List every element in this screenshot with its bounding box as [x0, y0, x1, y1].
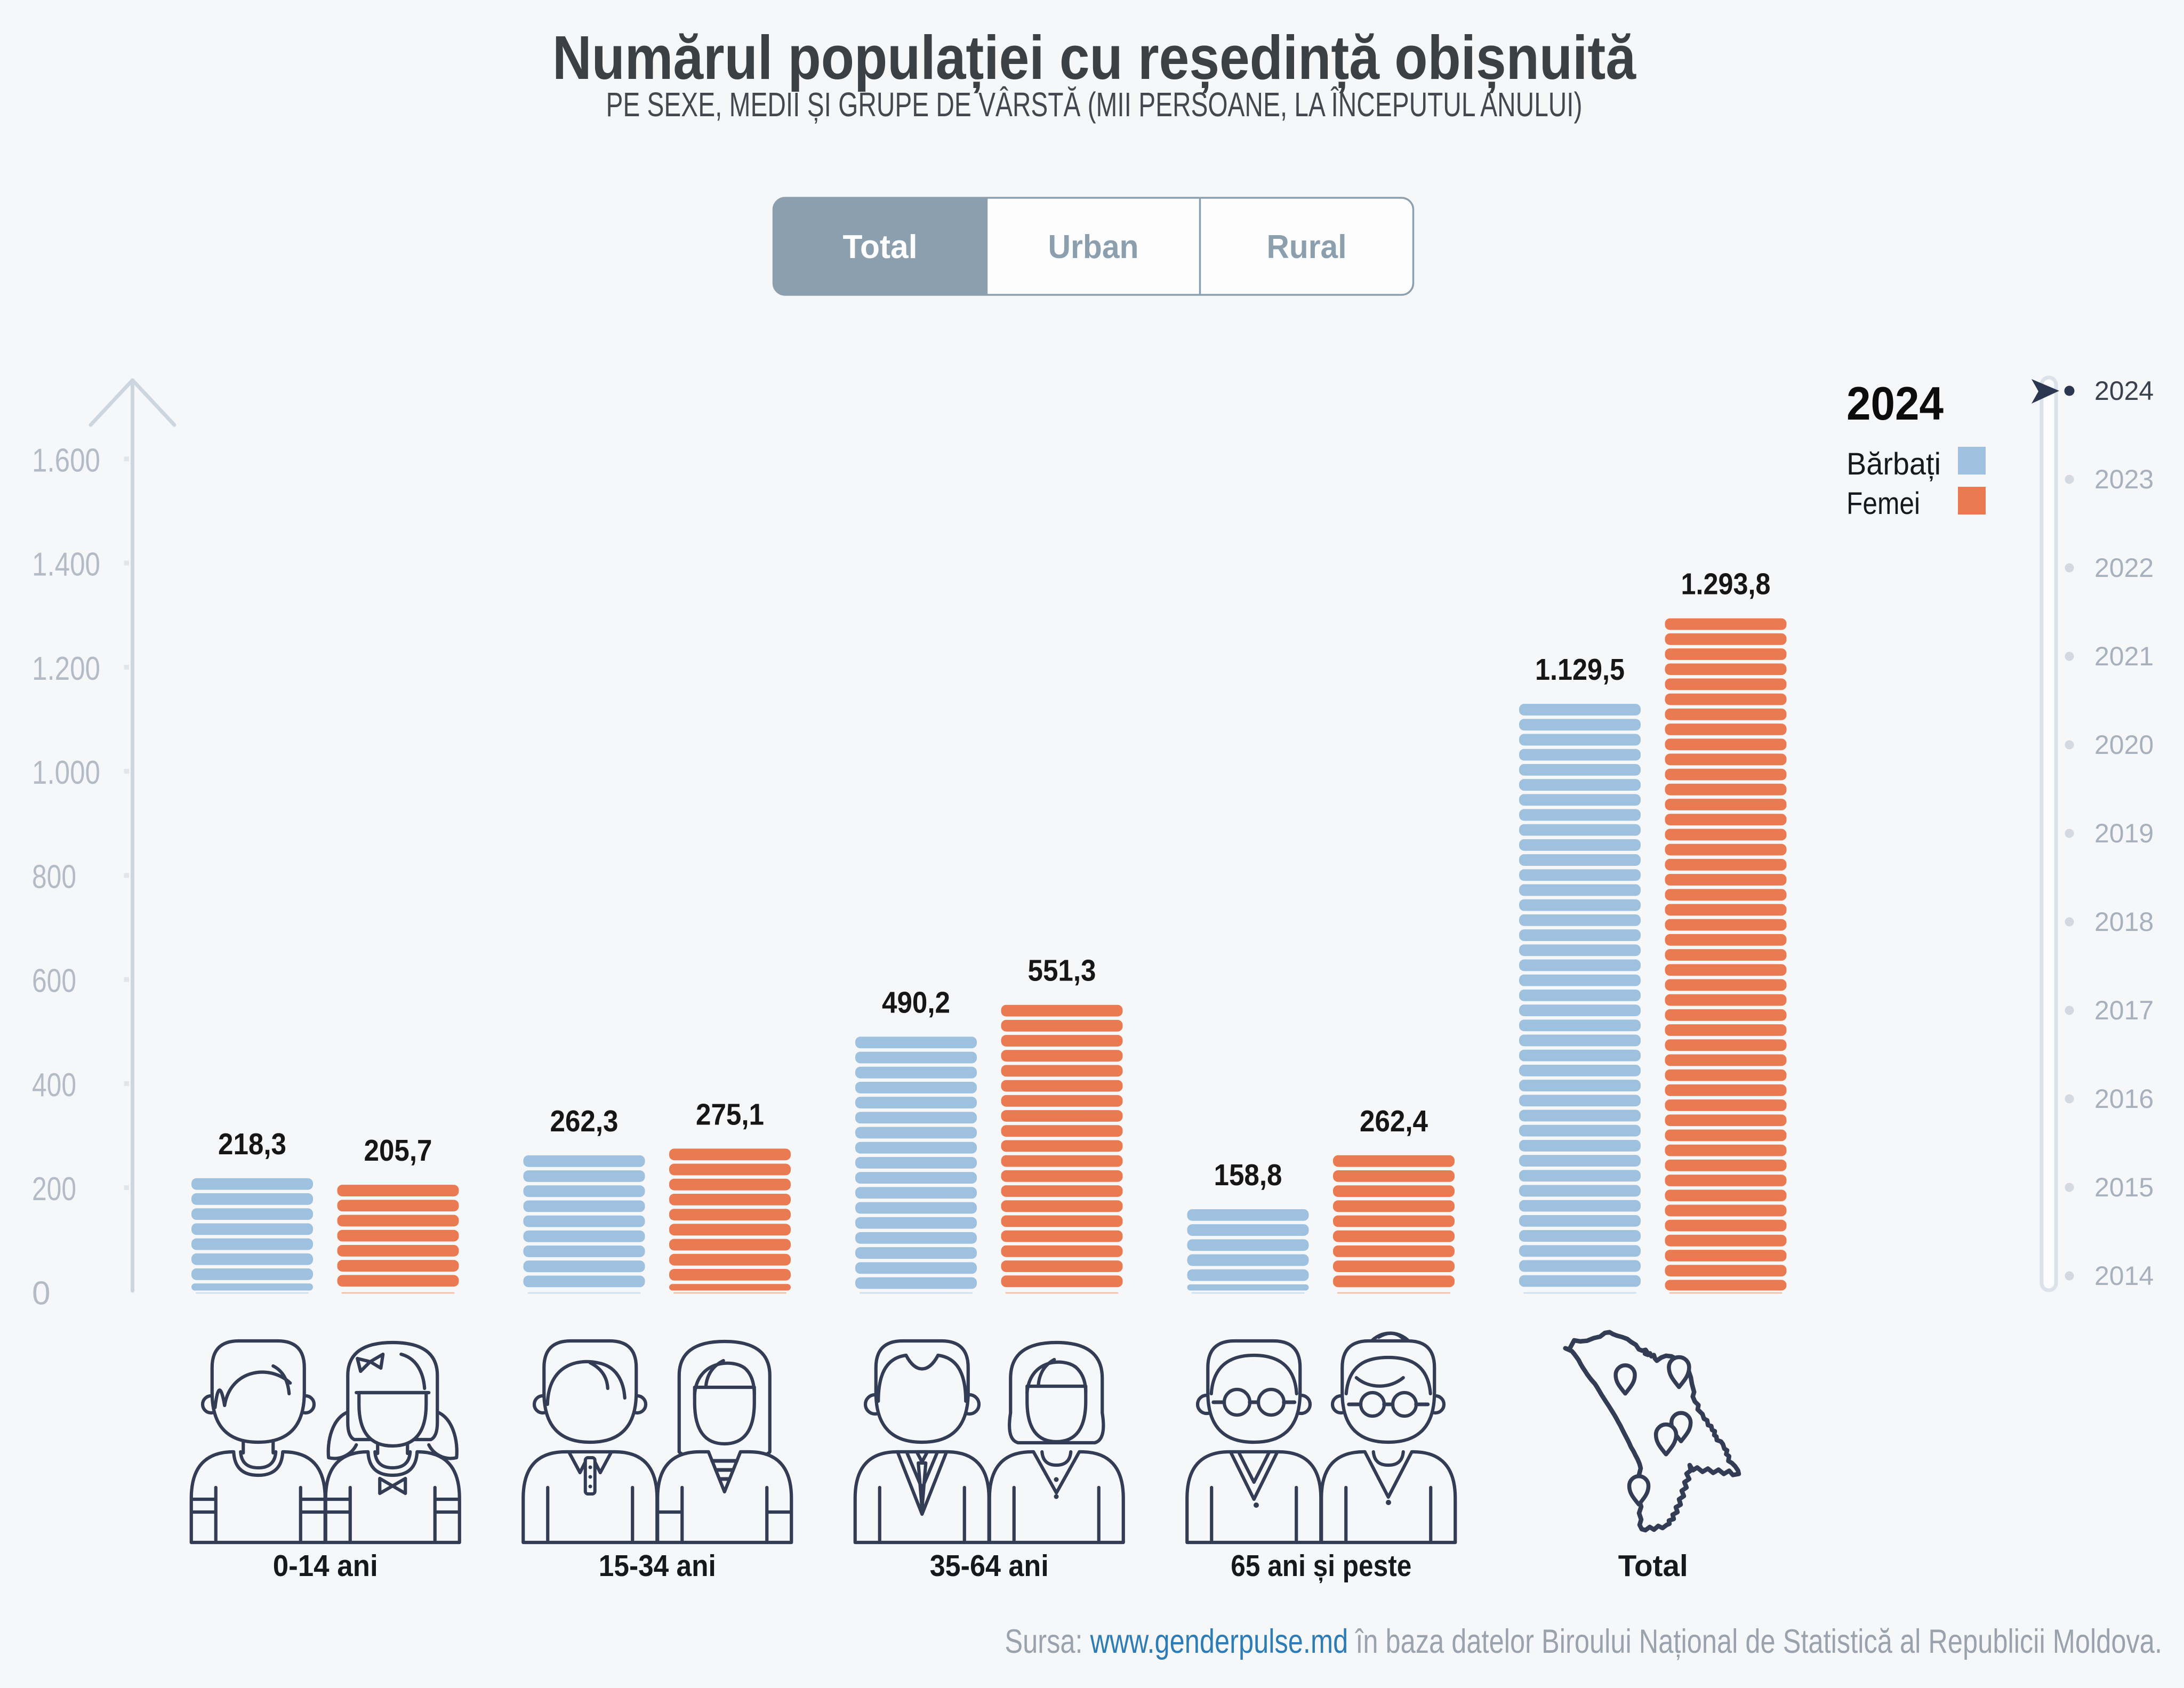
svg-text:2018: 2018 — [2094, 907, 2154, 937]
svg-text:800: 800 — [32, 858, 76, 895]
svg-text:205,7: 205,7 — [364, 1134, 432, 1168]
svg-text:PE SEXE, MEDII ȘI GRUPE DE VÂR: PE SEXE, MEDII ȘI GRUPE DE VÂRSTĂ (MII P… — [606, 85, 1583, 124]
svg-text:0-14 ani: 0-14 ani — [273, 1549, 378, 1583]
svg-text:Urban: Urban — [1048, 229, 1139, 266]
svg-text:1.293,8: 1.293,8 — [1681, 567, 1771, 601]
svg-text:Bărbați: Bărbați — [1846, 447, 1941, 481]
svg-text:Sursa: www.genderpulse.md în b: Sursa: www.genderpulse.md în baza datelo… — [1005, 1623, 2162, 1661]
svg-text:1.129,5: 1.129,5 — [1535, 653, 1625, 687]
svg-text:0: 0 — [32, 1275, 50, 1312]
svg-text:551,3: 551,3 — [1028, 954, 1096, 988]
svg-text:2023: 2023 — [2094, 464, 2154, 494]
svg-text:158,8: 158,8 — [1214, 1158, 1282, 1192]
svg-text:2020: 2020 — [2094, 730, 2154, 760]
svg-text:2017: 2017 — [2094, 995, 2154, 1025]
svg-text:2024: 2024 — [2094, 376, 2154, 406]
svg-text:1.600: 1.600 — [32, 442, 100, 479]
svg-text:600: 600 — [32, 963, 76, 1000]
svg-text:2021: 2021 — [2094, 641, 2154, 671]
svg-text:2024: 2024 — [1846, 377, 1944, 430]
svg-text:490,2: 490,2 — [882, 985, 950, 1019]
svg-text:15-34 ani: 15-34 ani — [599, 1549, 716, 1583]
svg-text:2016: 2016 — [2094, 1084, 2154, 1114]
svg-text:35-64 ani: 35-64 ani — [930, 1549, 1049, 1583]
svg-text:1.200: 1.200 — [32, 650, 100, 687]
svg-text:Numărul populației cu reședinț: Numărul populației cu reședință obișnuit… — [552, 23, 1636, 93]
svg-text:1.400: 1.400 — [32, 546, 100, 583]
svg-text:2014: 2014 — [2094, 1261, 2154, 1291]
svg-text:Total: Total — [843, 229, 918, 266]
svg-text:2022: 2022 — [2094, 553, 2154, 583]
svg-text:Femei: Femei — [1846, 486, 1920, 521]
svg-text:2015: 2015 — [2094, 1172, 2154, 1202]
svg-text:262,4: 262,4 — [1360, 1104, 1428, 1138]
svg-text:218,3: 218,3 — [218, 1127, 286, 1161]
svg-text:400: 400 — [32, 1067, 76, 1104]
svg-text:Rural: Rural — [1267, 229, 1347, 266]
svg-text:200: 200 — [32, 1171, 76, 1208]
svg-text:65 ani și peste: 65 ani și peste — [1231, 1549, 1411, 1583]
svg-text:1.000: 1.000 — [32, 754, 100, 791]
svg-text:262,3: 262,3 — [550, 1104, 619, 1138]
svg-text:2019: 2019 — [2094, 818, 2154, 848]
svg-text:Total: Total — [1618, 1549, 1688, 1583]
svg-text:275,1: 275,1 — [696, 1097, 764, 1131]
